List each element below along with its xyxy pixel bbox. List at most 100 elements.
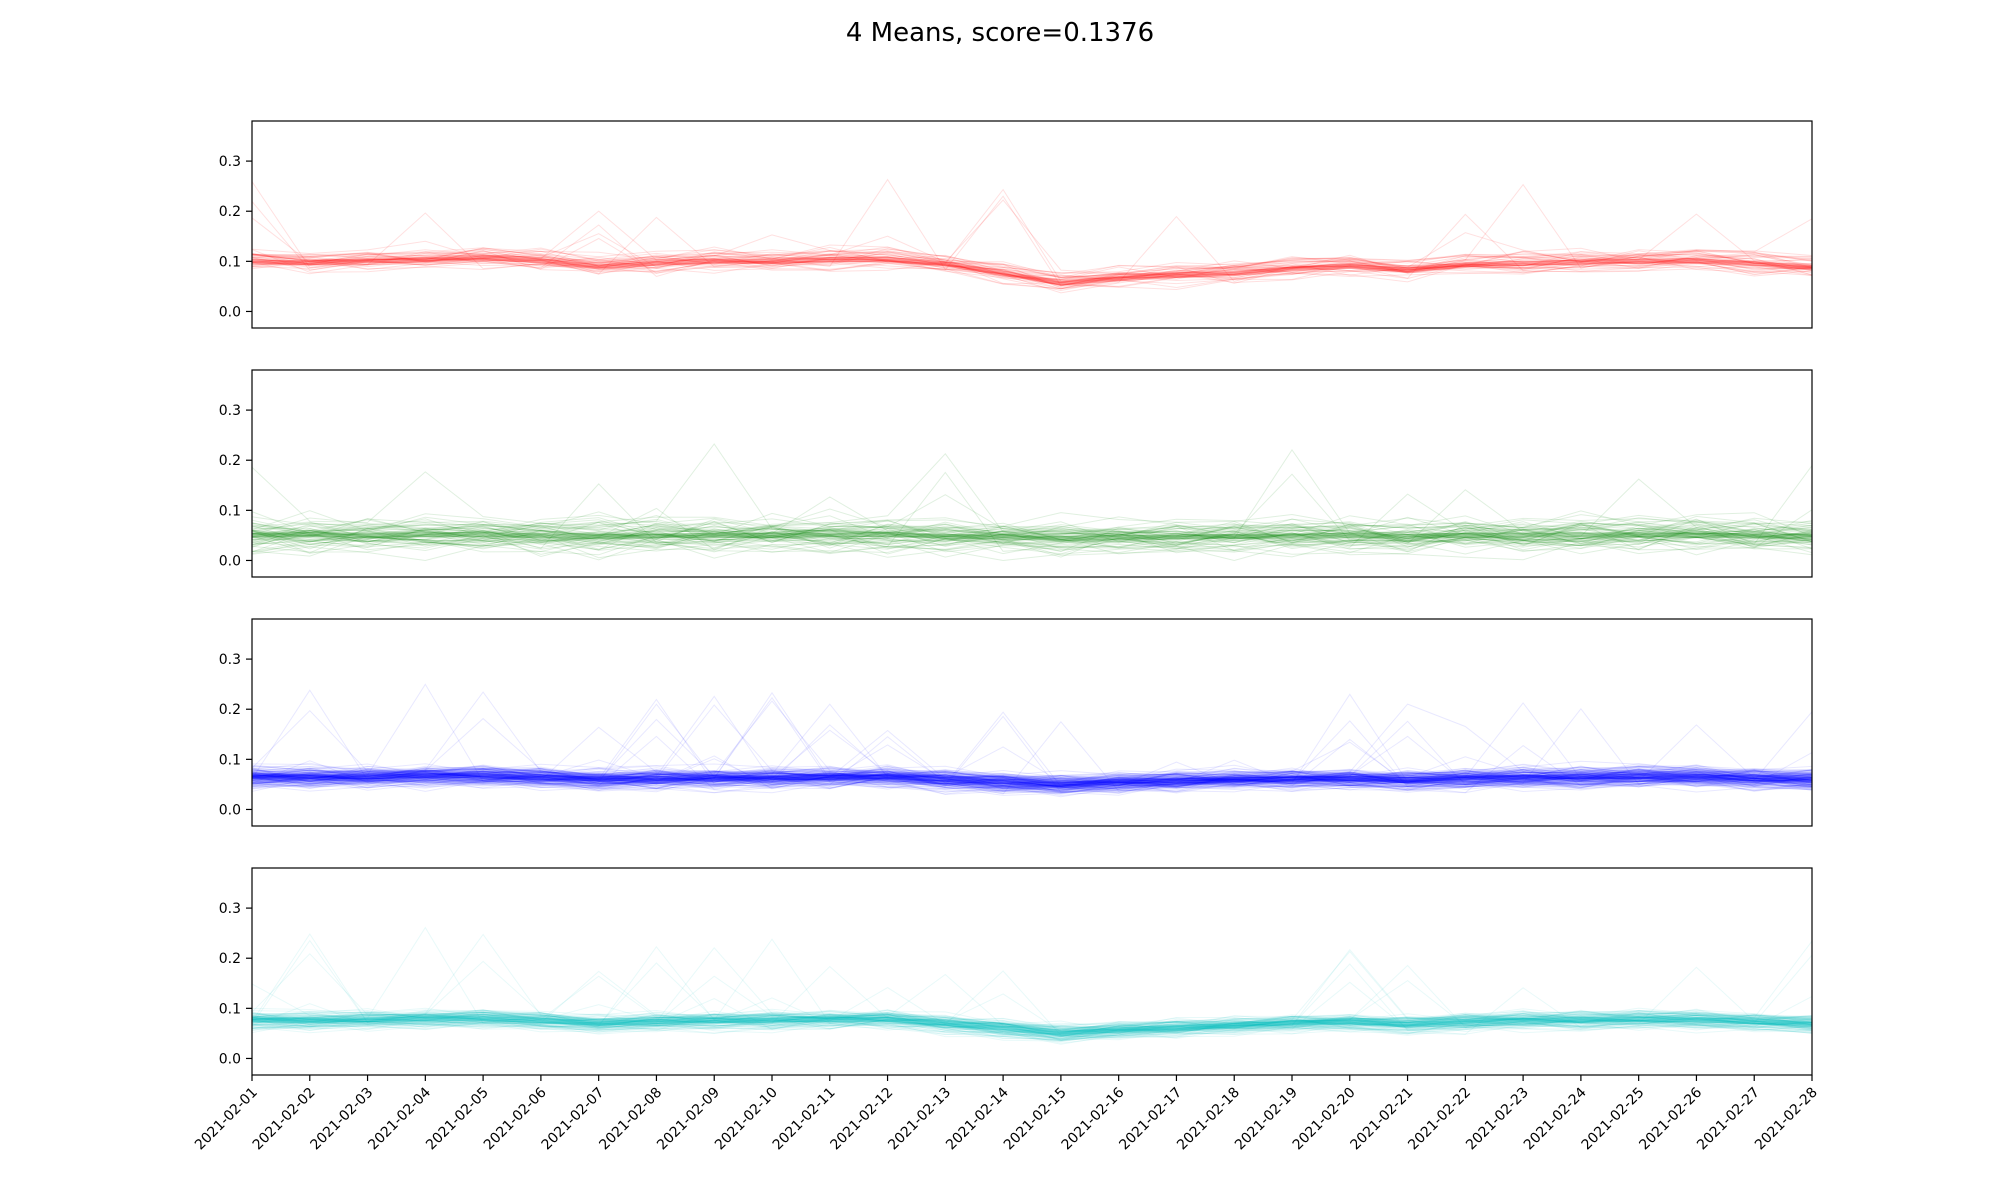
- series-line: [252, 252, 1812, 280]
- series-line: [252, 1015, 1812, 1041]
- series-line: [252, 210, 1812, 289]
- series-line: [252, 1010, 1812, 1037]
- series-line: [252, 771, 1812, 794]
- series-line: [252, 981, 1812, 1038]
- series-line: [252, 707, 1812, 789]
- y-tick-label: 0.3: [219, 901, 241, 917]
- series-line: [252, 1017, 1812, 1038]
- series-line: [252, 473, 1812, 552]
- series-line: [252, 251, 1812, 285]
- series-line: [252, 234, 1812, 284]
- series-line: [252, 1011, 1812, 1031]
- series-line: [252, 964, 1812, 1036]
- series-line: [252, 772, 1812, 788]
- series-line: [252, 1011, 1812, 1033]
- series-line: [252, 478, 1812, 543]
- series-line: [252, 765, 1812, 783]
- series-line: [252, 255, 1812, 286]
- series-line: [252, 752, 1812, 793]
- series-line: [252, 759, 1812, 791]
- series-line: [252, 1008, 1812, 1029]
- series-line: [252, 530, 1812, 551]
- series-line: [252, 703, 1812, 791]
- series-line: [252, 764, 1812, 788]
- series-line: [252, 774, 1812, 787]
- series-line: [252, 1021, 1812, 1042]
- series-line: [252, 1011, 1812, 1031]
- series-line: [252, 945, 1812, 1038]
- series-line: [252, 1013, 1812, 1037]
- series-line: [252, 773, 1812, 794]
- series-line: [252, 966, 1812, 1036]
- series-line: [252, 1012, 1812, 1038]
- series-line: [252, 775, 1812, 790]
- series-line: [252, 216, 1812, 283]
- series-line: [252, 770, 1812, 785]
- panel-frame: [251, 618, 1813, 827]
- series-line: [252, 1009, 1812, 1029]
- series-line: [252, 774, 1812, 794]
- series-line: [252, 765, 1812, 783]
- series-line: [252, 489, 1812, 545]
- series-line: [252, 1013, 1812, 1033]
- series-line: [252, 255, 1812, 290]
- series-line: [252, 772, 1812, 795]
- series-line: [252, 766, 1812, 787]
- series-line: [252, 251, 1812, 285]
- series-line: [252, 769, 1812, 787]
- series-line: [252, 1009, 1812, 1029]
- series-line: [252, 1016, 1812, 1038]
- y-tick-label: 0.0: [219, 553, 241, 569]
- series-line: [252, 772, 1812, 791]
- series-line: [252, 767, 1812, 781]
- series-line: [252, 249, 1812, 279]
- series-line: [252, 259, 1812, 291]
- series-line: [252, 768, 1812, 787]
- series-line: [252, 691, 1812, 782]
- series-line: [252, 1008, 1812, 1031]
- series-line: [252, 1013, 1812, 1033]
- series-line: [252, 947, 1812, 1028]
- series-line: [252, 772, 1812, 795]
- series-line: [252, 965, 1812, 1034]
- series-line: [252, 1009, 1812, 1028]
- series-line: [252, 766, 1812, 787]
- panel-frame: [251, 867, 1813, 1076]
- series-line: [252, 764, 1812, 785]
- series-line: [252, 774, 1812, 793]
- series-line: [252, 1009, 1812, 1031]
- series-line: [252, 258, 1812, 287]
- series-line: [252, 998, 1812, 1037]
- series-line: [252, 1013, 1812, 1032]
- panel-2: 0.0 0.1 0.2 0.3: [219, 369, 1813, 578]
- series-line: [252, 975, 1812, 1034]
- series-line: [252, 1017, 1812, 1041]
- series-line: [252, 1014, 1812, 1034]
- series-line: [252, 526, 1812, 558]
- series-line: [252, 773, 1812, 792]
- series-line: [252, 933, 1812, 1031]
- series-line: [252, 774, 1812, 792]
- series-line: [252, 773, 1812, 793]
- series-line: [252, 773, 1812, 794]
- series-line: [252, 1014, 1812, 1035]
- series-line: [252, 769, 1812, 786]
- series-line: [252, 735, 1812, 794]
- series-line: [252, 1011, 1812, 1037]
- series-line: [252, 769, 1812, 788]
- series-line: [252, 527, 1812, 553]
- series-line: [252, 1018, 1812, 1041]
- series-line: [252, 1013, 1812, 1034]
- series-line: [252, 217, 1812, 287]
- series-line: [252, 771, 1812, 789]
- series-line: [252, 768, 1812, 787]
- cluster-center-line: [252, 531, 1812, 541]
- panel-3-series: [252, 683, 1812, 798]
- series-line: [252, 767, 1812, 790]
- y-tick-label: 0.1: [219, 752, 241, 768]
- series-line: [252, 218, 1812, 283]
- series-line: [252, 493, 1812, 555]
- series-line: [252, 508, 1812, 543]
- series-line: [252, 1011, 1812, 1036]
- series-line: [252, 769, 1812, 787]
